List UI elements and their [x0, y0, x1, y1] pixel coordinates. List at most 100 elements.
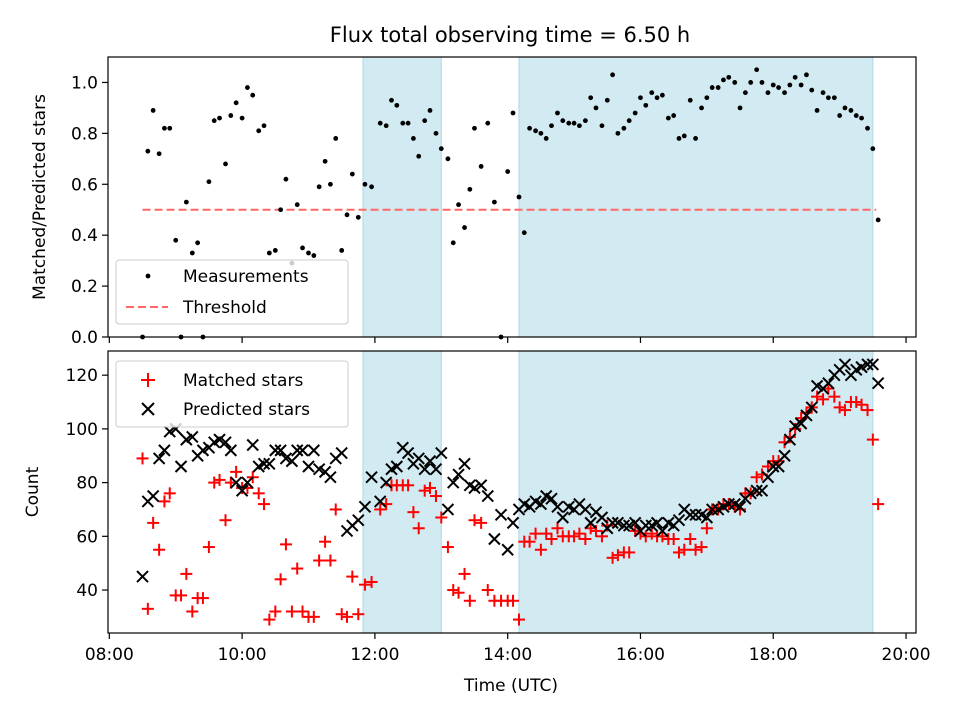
matched-star-point — [435, 511, 448, 524]
measurement-point — [632, 110, 638, 116]
predicted-star-point — [390, 460, 404, 473]
predicted-star-point — [700, 511, 714, 524]
matched-star-point — [838, 404, 851, 417]
matched-star-point — [274, 573, 287, 586]
measurement-point — [792, 74, 798, 80]
measurement-point — [306, 250, 311, 256]
matched-star-point — [645, 527, 658, 540]
matched-star-point — [833, 401, 846, 414]
bottom-y-tick-label: 120 — [66, 366, 98, 386]
matched-star-point — [296, 605, 309, 618]
measurement-point — [848, 108, 854, 113]
measurement-point — [726, 74, 732, 80]
bottom-y-tick-label: 40 — [76, 581, 98, 601]
measurement-point — [355, 214, 361, 220]
measurement-point — [754, 67, 760, 73]
measurement-point — [681, 133, 687, 139]
matched-star-point — [258, 498, 271, 511]
measurement-point — [676, 136, 682, 141]
measurement-point — [394, 102, 400, 108]
predicted-star-point — [488, 532, 501, 546]
predicted-star-point — [441, 503, 455, 516]
matched-star-point — [828, 390, 841, 403]
predicted-star-point — [656, 524, 669, 538]
measurement-point — [349, 171, 355, 177]
predicted-star-point — [263, 457, 276, 471]
top-y-axis-label: Matched/Predicted stars — [30, 94, 50, 300]
measurement-point — [582, 118, 588, 124]
legend-matched-label: Matched stars — [183, 371, 303, 391]
bottom-y-tick-label: 80 — [76, 474, 98, 494]
measurement-point — [411, 136, 416, 141]
predicted-star-point — [556, 511, 569, 524]
matched-star-point — [481, 584, 494, 597]
matched-star-point — [319, 535, 332, 548]
matched-star-point — [611, 549, 624, 562]
predicted-star-point — [595, 511, 609, 524]
bottom-legend: Matched stars Predicted stars — [115, 360, 349, 428]
measurement-point — [383, 123, 389, 129]
measurement-point — [266, 250, 272, 256]
bottom-x-tick-label: 18:00 — [749, 645, 798, 665]
legend-measurements-label: Measurements — [183, 267, 309, 287]
matched-star-point — [291, 562, 304, 575]
matched-star-point — [861, 404, 874, 417]
measurement-point — [626, 118, 632, 124]
measurement-point — [765, 90, 771, 96]
measurement-point — [770, 82, 776, 88]
predicted-star-point — [838, 358, 852, 371]
matched-star-point — [463, 594, 476, 607]
predicted-star-point — [468, 481, 481, 495]
top-shaded-interval-0 — [362, 56, 442, 338]
predicted-star-point — [767, 460, 780, 473]
measurement-point — [865, 125, 870, 131]
measurement-point — [555, 110, 560, 116]
measurement-point — [732, 80, 738, 85]
matched-star-point — [468, 514, 481, 527]
bottom-x-axis-ticks: 08:00 10:00 12:00 14:00 16:00 18:00 20:00 — [85, 633, 931, 665]
predicted-star-point — [229, 476, 243, 489]
matched-star-point — [866, 433, 879, 446]
matched-star-point — [750, 471, 763, 484]
predicted-star-point — [365, 471, 378, 484]
matched-star-point — [667, 533, 680, 545]
measurement-point — [467, 186, 473, 192]
predicted-star-point — [146, 489, 160, 503]
measurement-point — [853, 113, 859, 118]
measurement-point — [782, 90, 787, 96]
measurement-point — [659, 92, 665, 98]
matched-star-point — [540, 527, 553, 540]
matched-star-point — [506, 594, 519, 607]
top-legend-box — [115, 259, 349, 325]
legend-measurements-marker — [145, 273, 151, 279]
top-y-tick-label: 0.6 — [71, 175, 98, 195]
bottom-x-tick-label: 16:00 — [616, 645, 665, 665]
predicted-star-point — [733, 500, 747, 513]
predicted-star-point — [800, 409, 813, 422]
matched-star-point — [252, 487, 265, 500]
measurement-point — [837, 113, 843, 118]
measurement-point — [615, 130, 621, 136]
predicted-star-point — [257, 457, 271, 471]
predicted-star-point — [324, 471, 337, 484]
matched-star-point — [153, 543, 166, 556]
measurement-point — [211, 118, 217, 124]
predicted-star-point — [494, 508, 508, 522]
predicted-star-point — [352, 513, 365, 527]
measurement-point — [521, 230, 527, 236]
legend-predicted-label: Predicted stars — [183, 400, 310, 420]
measurement-point — [516, 194, 522, 200]
legend-predicted-marker — [141, 402, 155, 416]
predicted-star-point — [158, 444, 171, 457]
matched-star-point — [269, 605, 282, 618]
measurement-point — [377, 120, 383, 126]
measurement-point — [610, 72, 615, 78]
measurement-point — [183, 199, 189, 205]
measurement-point — [206, 179, 212, 185]
top-shaded-interval-1 — [518, 56, 874, 338]
predicted-star-point — [822, 377, 835, 390]
predicted-star-point — [755, 484, 769, 497]
measurement-point — [344, 212, 350, 218]
measurement-point — [809, 87, 815, 93]
top-y-tick-label: 1.0 — [71, 73, 98, 93]
